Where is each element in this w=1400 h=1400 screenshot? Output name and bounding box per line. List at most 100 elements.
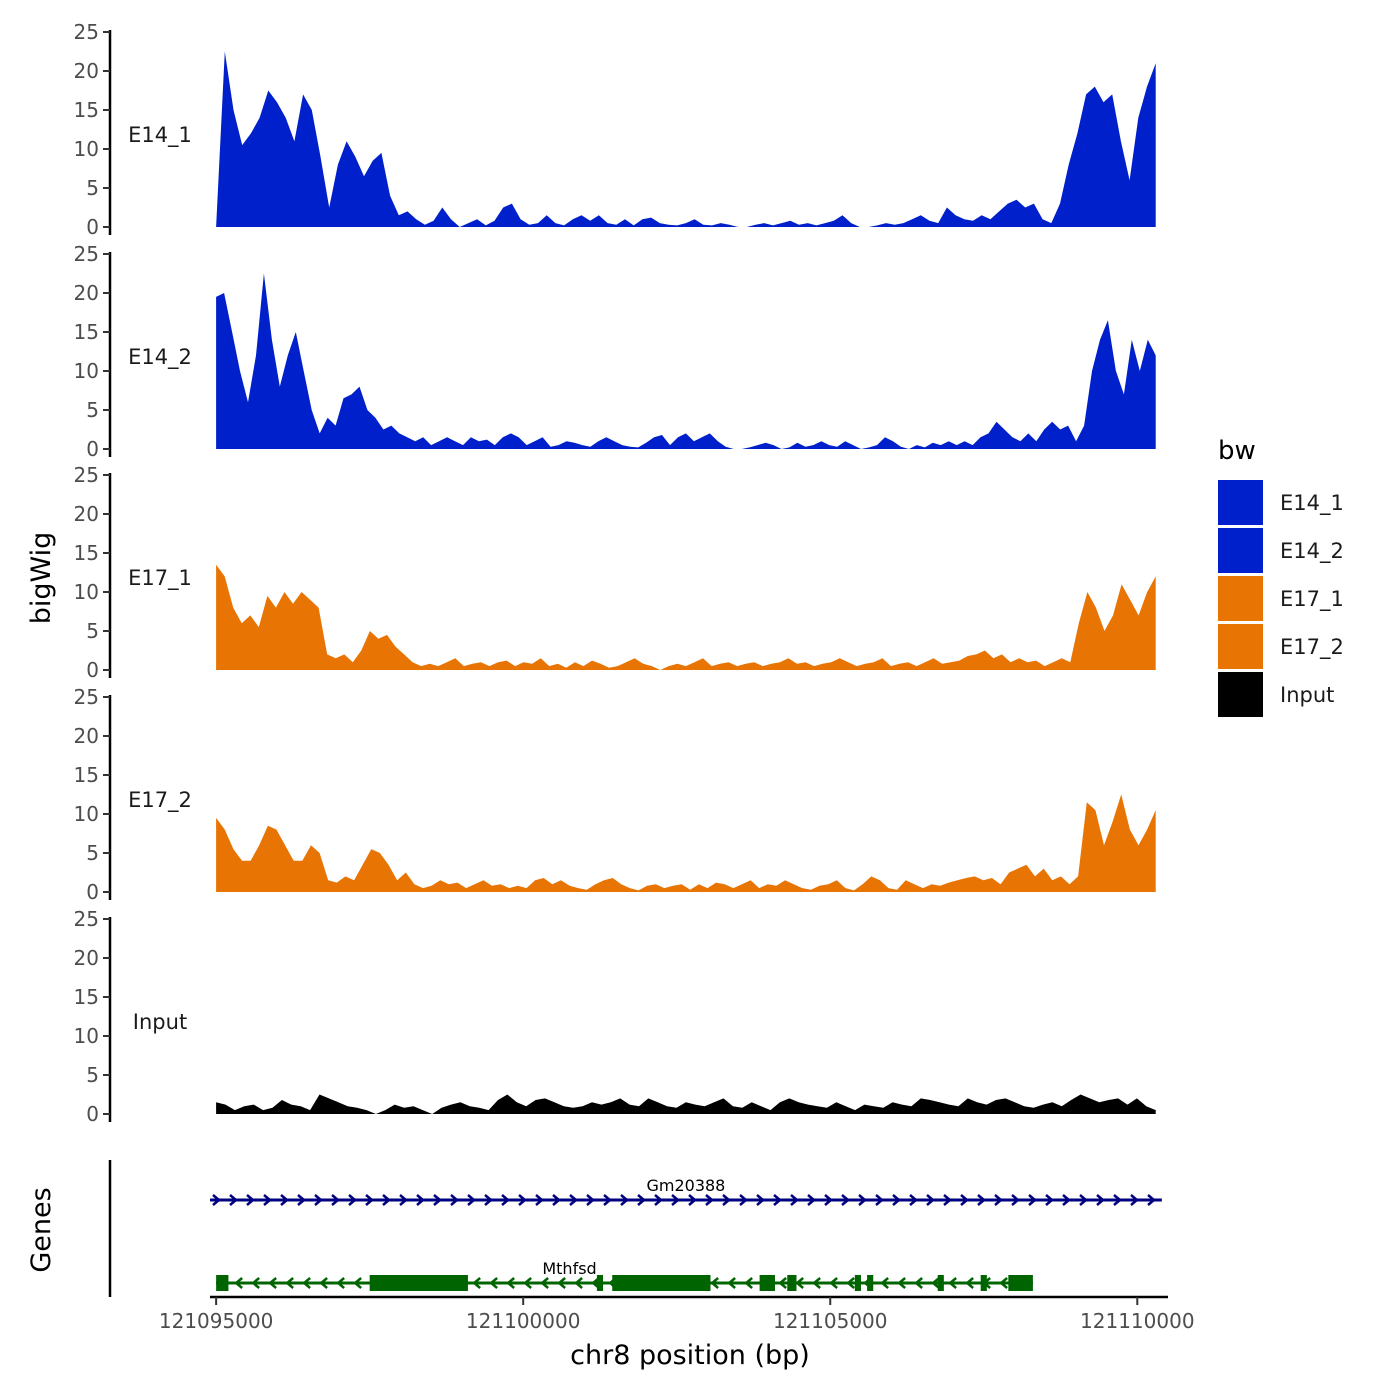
strand-arrow (965, 1277, 974, 1289)
legend-label-E14_1: E14_1 (1280, 491, 1344, 516)
strand-arrow (416, 1194, 425, 1206)
strand-arrow (314, 1194, 323, 1206)
strand-arrow (285, 1277, 294, 1289)
strand-arrow (841, 1194, 850, 1206)
strand-arrow (829, 1277, 838, 1289)
strand-arrow (620, 1194, 629, 1206)
strand-arrow (348, 1194, 357, 1206)
y-tick-label: 10 (74, 359, 99, 383)
strand-arrow (268, 1277, 277, 1289)
y-tick-label: 20 (74, 502, 99, 526)
strand-arrow (744, 1277, 753, 1289)
signal-area-E17_1 (216, 564, 1156, 670)
strand-arrow (501, 1194, 510, 1206)
y-tick-label: 15 (74, 763, 99, 787)
strand-arrow (688, 1194, 697, 1206)
strand-arrow (943, 1194, 952, 1206)
exon (867, 1275, 874, 1291)
track-label: E17_1 (128, 566, 192, 591)
strand-arrow (336, 1277, 345, 1289)
x-tick-label: 121100000 (466, 1309, 581, 1333)
strand-arrow (586, 1194, 595, 1206)
legend-label-E17_2: E17_2 (1280, 635, 1344, 660)
track-label: Input (133, 1010, 187, 1034)
legend-swatch-E17_1 (1218, 576, 1263, 621)
genes-axis-title: Genes (26, 1187, 57, 1272)
strand-arrow (637, 1194, 646, 1206)
strand-arrow (756, 1194, 765, 1206)
x-tick-label: 121095000 (159, 1309, 274, 1333)
strand-arrow (654, 1194, 663, 1206)
strand-arrow (382, 1194, 391, 1206)
exon (854, 1275, 861, 1291)
strand-arrow (1028, 1194, 1037, 1206)
legend-label-Input: Input (1280, 683, 1334, 707)
y-tick-label: 15 (74, 98, 99, 122)
exon (980, 1275, 987, 1291)
y-tick-label: 25 (74, 463, 99, 487)
strand-arrow (739, 1194, 748, 1206)
y-tick-label: 0 (86, 437, 99, 461)
gene-label: Mthfsd (542, 1259, 596, 1278)
strand-arrow (858, 1194, 867, 1206)
track-label: E14_2 (128, 345, 192, 370)
y-tick-label: 25 (74, 242, 99, 266)
track-label: E14_1 (128, 123, 192, 148)
strand-arrow (518, 1194, 527, 1206)
track-E14_1: 0 5 10 15 20 25 E14_1 (74, 20, 1156, 239)
y-tick-label: 0 (86, 880, 99, 904)
y-tick-label: 20 (74, 59, 99, 83)
strand-arrow (523, 1277, 532, 1289)
y-tick-label: 25 (74, 20, 99, 44)
strand-arrow (824, 1194, 833, 1206)
strand-arrow (540, 1277, 549, 1289)
gene-Mthfsd: Mthfsd (216, 1259, 1033, 1291)
exon (612, 1275, 711, 1291)
strand-arrow (812, 1277, 821, 1289)
strand-arrow (710, 1277, 719, 1289)
strand-arrow (846, 1277, 855, 1289)
strand-arrow (467, 1194, 476, 1206)
strand-arrow (1045, 1194, 1054, 1206)
signal-area-E14_1 (216, 51, 1156, 227)
strand-arrow (977, 1194, 986, 1206)
y-tick-label: 25 (74, 685, 99, 709)
strand-arrow (960, 1194, 969, 1206)
y-tick-label: 5 (86, 619, 99, 643)
legend-title: bw (1218, 436, 1256, 466)
strand-arrow (484, 1194, 493, 1206)
track-E17_1: 0 5 10 15 20 25 E17_1 (74, 463, 1156, 682)
y-tick-label: 0 (86, 215, 99, 239)
strand-arrow (999, 1277, 1008, 1289)
exon (216, 1275, 229, 1291)
strand-arrow (535, 1194, 544, 1206)
strand-arrow (1011, 1194, 1020, 1206)
strand-arrow (506, 1277, 515, 1289)
strand-arrow (1113, 1194, 1122, 1206)
strand-arrow (909, 1194, 918, 1206)
strand-arrow (705, 1194, 714, 1206)
strand-arrow (365, 1194, 374, 1206)
legend-label-E17_1: E17_1 (1280, 587, 1344, 612)
strand-arrow (552, 1194, 561, 1206)
gene-track: Gm20388 Mthfsd (108, 1160, 1162, 1297)
legend-swatch-E17_2 (1218, 624, 1263, 669)
track-Input: 0 5 10 15 20 25 Input (74, 907, 1156, 1126)
y-tick-label: 5 (86, 176, 99, 200)
exon (937, 1275, 944, 1291)
x-tick-label: 121110000 (1080, 1309, 1195, 1333)
signal-area-E14_2 (216, 273, 1156, 449)
strand-arrow (795, 1277, 804, 1289)
y-tick-label: 0 (86, 1102, 99, 1126)
strand-arrow (1062, 1194, 1071, 1206)
y-axis-title: bigWig (26, 532, 57, 625)
strand-arrow (671, 1194, 680, 1206)
y-tick-label: 15 (74, 541, 99, 565)
strand-arrow (557, 1277, 566, 1289)
legend-label-E14_2: E14_2 (1280, 539, 1344, 564)
strand-arrow (489, 1277, 498, 1289)
legend-swatch-E14_1 (1218, 480, 1263, 525)
y-tick-label: 10 (74, 137, 99, 161)
strand-arrow (948, 1277, 957, 1289)
strand-arrow (263, 1194, 272, 1206)
